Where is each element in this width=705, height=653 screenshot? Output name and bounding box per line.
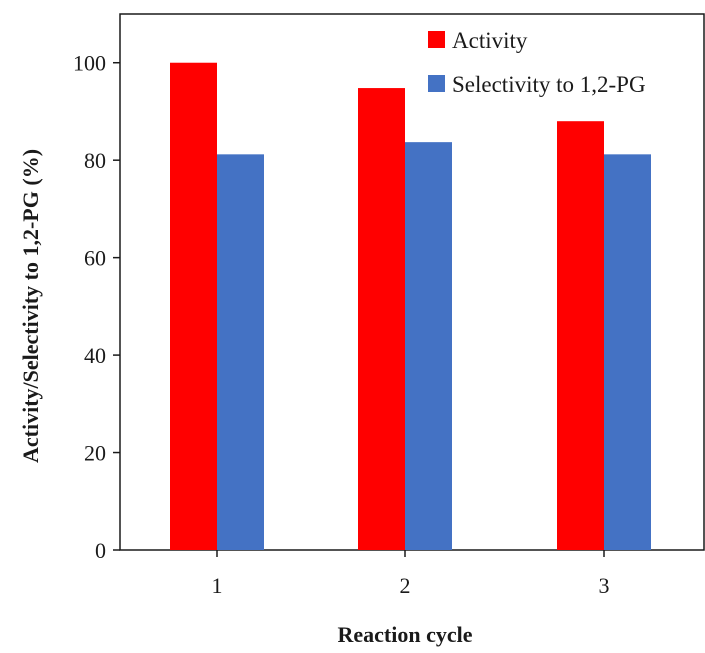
bar-selectivity-cycle-2 xyxy=(405,142,452,551)
legend-label-activity: Activity xyxy=(452,28,528,53)
legend-swatch-selectivity xyxy=(428,75,445,92)
y-tick-label: 60 xyxy=(84,246,106,271)
bar-activity-cycle-1 xyxy=(170,62,217,551)
x-axis-title: Reaction cycle xyxy=(338,622,473,647)
y-tick-label: 0 xyxy=(95,538,106,563)
y-tick-label: 80 xyxy=(84,148,106,173)
x-tick-label: 2 xyxy=(400,573,411,598)
y-tick-label: 40 xyxy=(84,343,106,368)
bar-selectivity-cycle-1 xyxy=(217,154,264,551)
legend-label-selectivity: Selectivity to 1,2-PG xyxy=(452,72,646,97)
x-tick-label: 1 xyxy=(212,573,223,598)
bar-activity-cycle-2 xyxy=(358,88,405,550)
legend-swatch-activity xyxy=(428,31,445,48)
bar-activity-cycle-3 xyxy=(557,121,604,550)
y-tick-label: 20 xyxy=(84,441,106,466)
bar-selectivity-cycle-3 xyxy=(604,154,651,551)
y-tick-label: 100 xyxy=(73,51,106,76)
x-tick-label: 3 xyxy=(599,573,610,598)
y-axis-title: Activity/Selectivity to 1,2-PG (%) xyxy=(18,149,43,463)
